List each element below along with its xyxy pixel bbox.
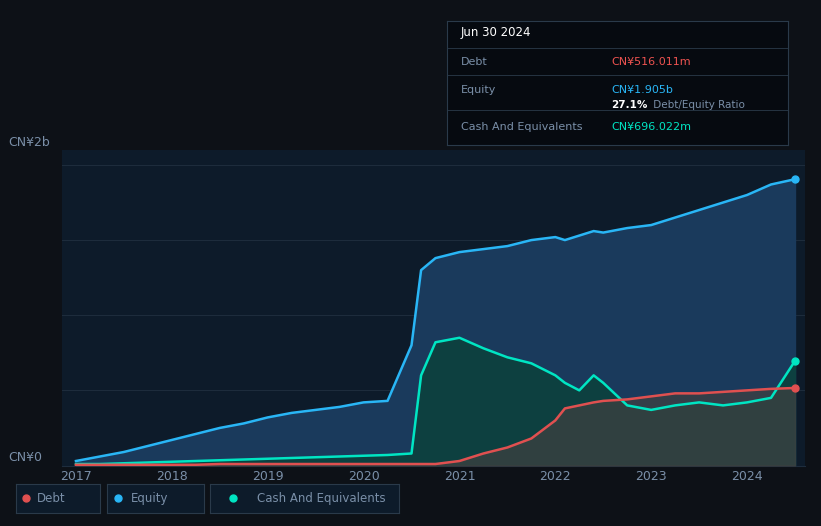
- Text: CN¥516.011m: CN¥516.011m: [611, 57, 690, 67]
- Text: Debt: Debt: [38, 492, 66, 505]
- Text: CN¥2b: CN¥2b: [8, 136, 50, 148]
- Text: CN¥1.905b: CN¥1.905b: [611, 85, 673, 95]
- Text: Debt: Debt: [461, 57, 488, 67]
- Text: Debt/Equity Ratio: Debt/Equity Ratio: [650, 100, 745, 110]
- Text: Jun 30 2024: Jun 30 2024: [461, 26, 531, 39]
- Text: CN¥696.022m: CN¥696.022m: [611, 123, 691, 133]
- Text: Cash And Equivalents: Cash And Equivalents: [461, 123, 583, 133]
- Text: Equity: Equity: [461, 85, 497, 95]
- Text: 27.1%: 27.1%: [611, 100, 648, 110]
- Text: CN¥0: CN¥0: [8, 451, 42, 464]
- Text: Cash And Equivalents: Cash And Equivalents: [258, 492, 386, 505]
- Text: Equity: Equity: [131, 492, 168, 505]
